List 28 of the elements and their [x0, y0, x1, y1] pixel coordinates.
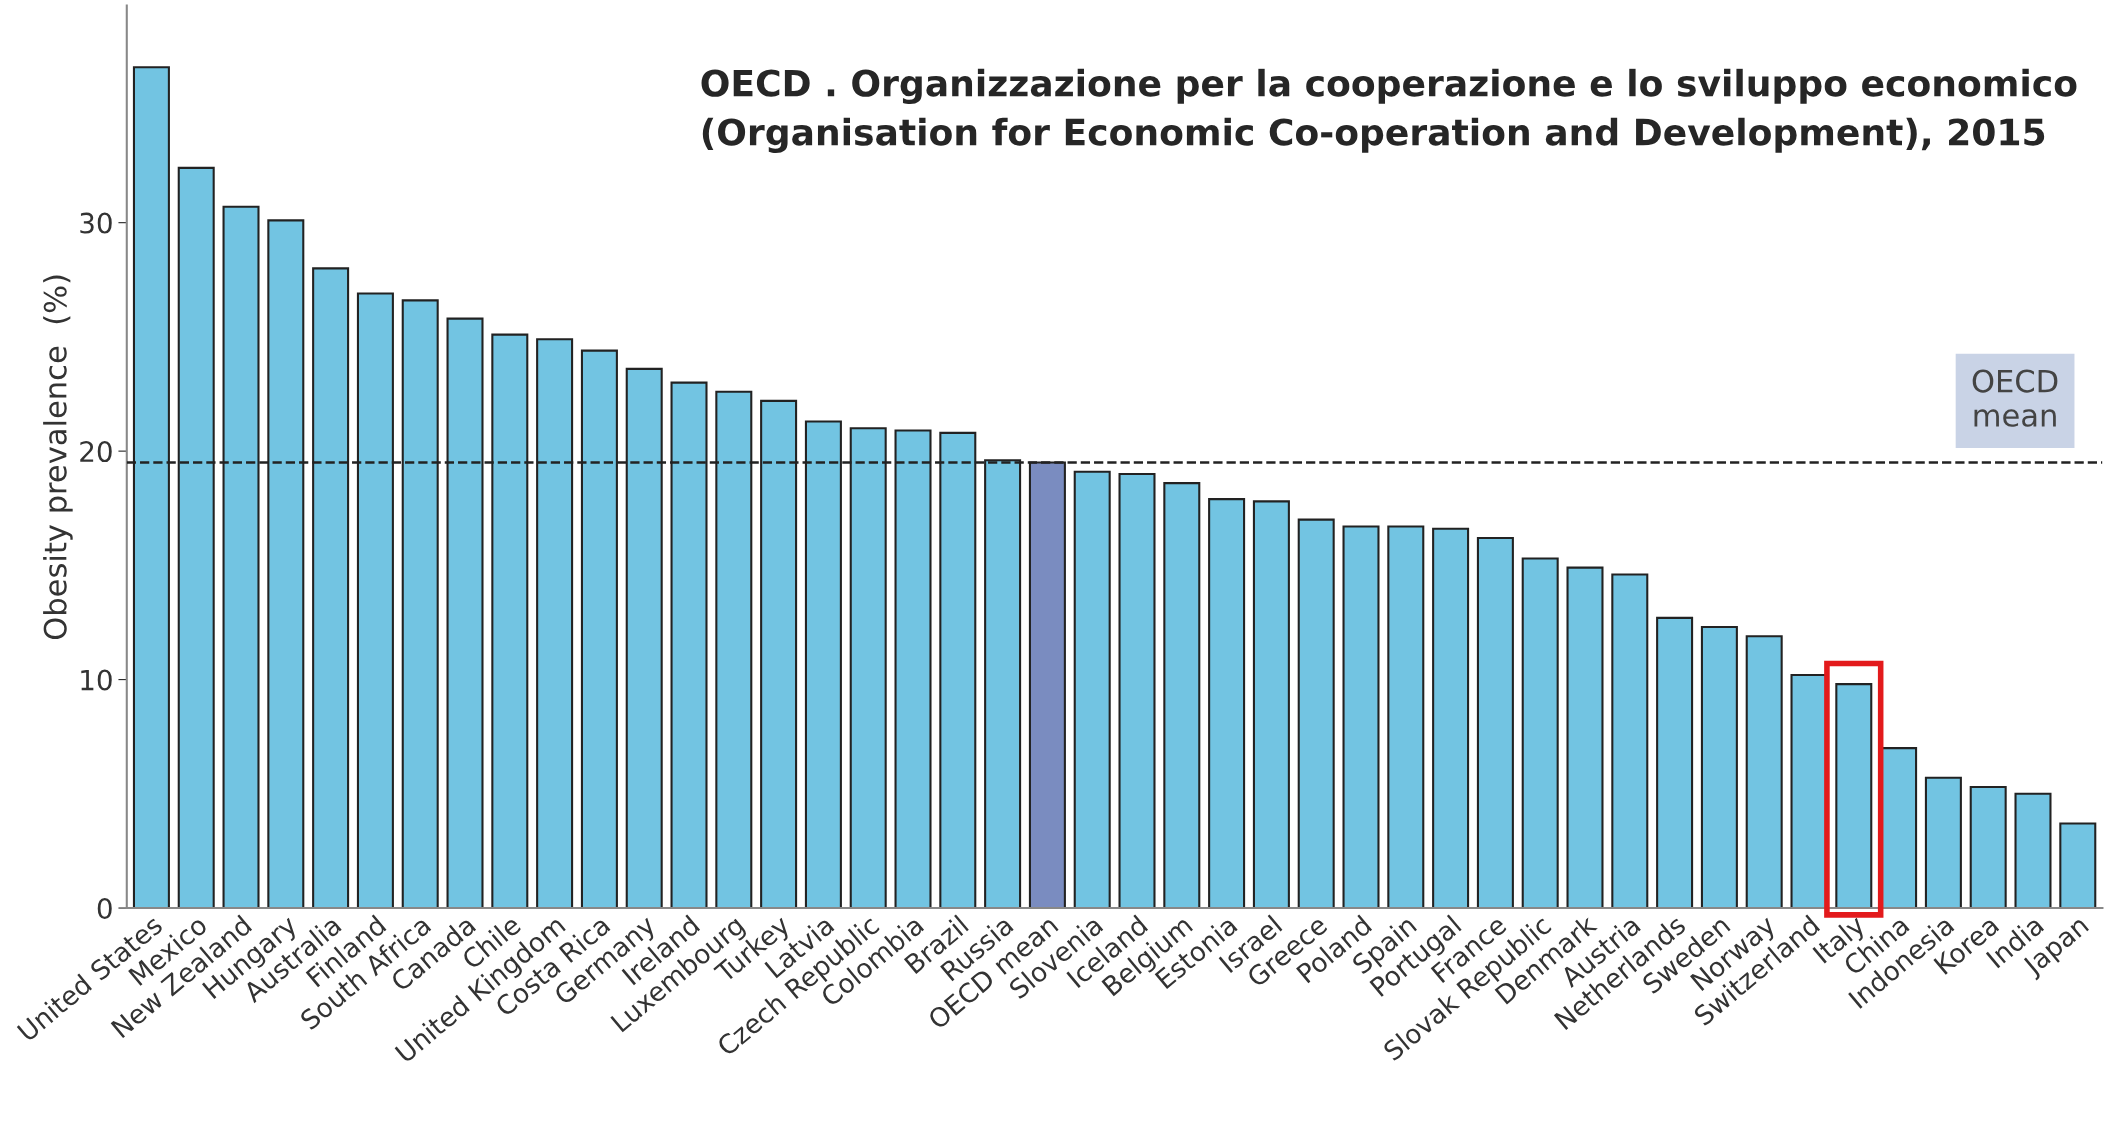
bar [1656, 616, 1694, 909]
bar [1566, 566, 1604, 909]
bar [1745, 635, 1783, 909]
bar [1387, 525, 1425, 909]
y-axis-title: Obesity prevalence (%) [43, 275, 73, 640]
bar [1924, 776, 1962, 909]
ref-line-label: OECD mean [1972, 369, 2058, 427]
bar [1208, 498, 1246, 909]
y-tick-label: 30 [80, 212, 112, 234]
bar [1297, 518, 1335, 909]
bar [1118, 472, 1156, 909]
y-tick-label: 10 [81, 669, 112, 691]
bar [2014, 792, 2052, 909]
bar [1163, 482, 1201, 909]
bar [1432, 527, 1470, 909]
bar [1342, 525, 1380, 909]
bar [1073, 470, 1111, 909]
bar [1700, 626, 1738, 909]
bar [1611, 573, 1649, 909]
y-tick-label: 0 [97, 897, 112, 919]
bar [1969, 785, 2007, 909]
bar [1880, 747, 1918, 909]
annotation: OECD . Organizzazione per la cooperazione e lo sviluppo economico (Organisation for Economic Co-operation and Development), 2015 [701, 68, 2077, 153]
bar [2059, 822, 2097, 909]
bar [1252, 500, 1290, 909]
bar [1476, 536, 1514, 909]
bar [1521, 557, 1559, 909]
y-tick-label: 20 [80, 441, 112, 463]
